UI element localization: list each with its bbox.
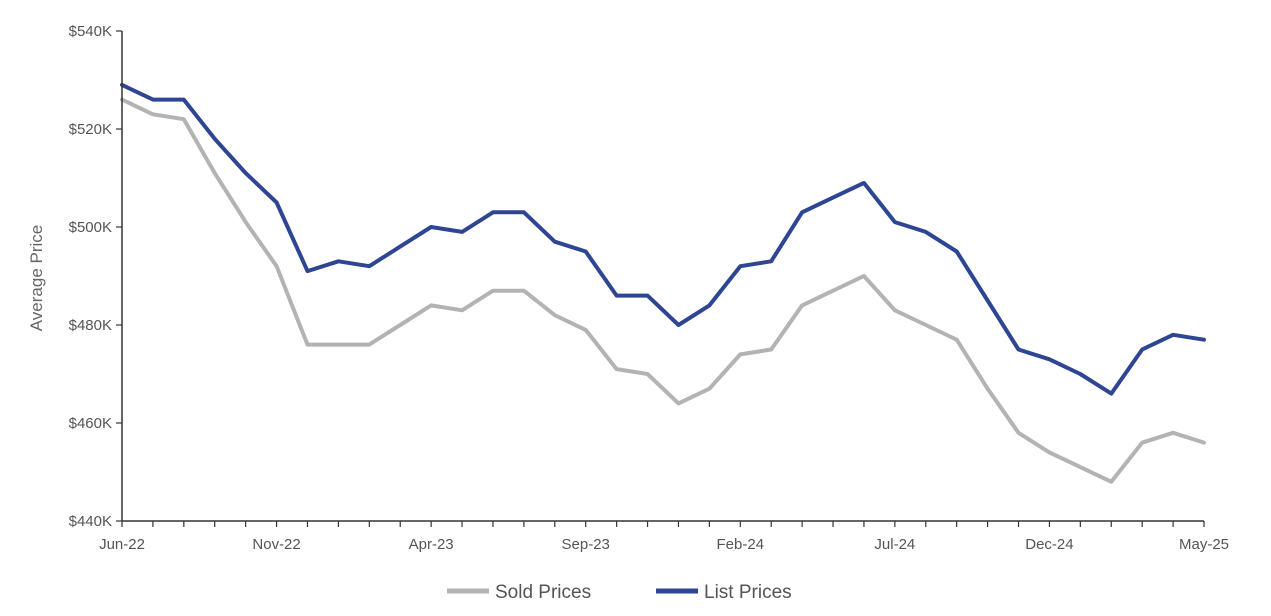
y-tick-label: $440K [69, 513, 112, 530]
series-line-sold-prices [120, 97, 1206, 484]
y-axis-title: Average Price [27, 225, 46, 331]
legend: Sold Prices List Prices [447, 582, 792, 603]
legend-item-sold-prices: Sold Prices [447, 582, 591, 603]
legend-label: List Prices [704, 582, 792, 603]
x-tick-label: Dec-24 [1025, 536, 1073, 553]
y-tick-label: $460K [69, 415, 112, 432]
series-line-list-prices [120, 82, 1206, 396]
x-tick-label: Apr-23 [409, 536, 454, 553]
x-tick-label: Feb-24 [717, 536, 765, 553]
legend-label: Sold Prices [495, 582, 591, 603]
axes-layer: $440K $460K $480K $500K $520K $540K Jun-22 Nov-… [69, 23, 1229, 553]
y-tick-label: $520K [69, 121, 112, 138]
legend-item-list-prices: List Prices [656, 582, 792, 603]
x-tick-label: Sep-23 [562, 536, 610, 553]
y-tick-label: $500K [69, 219, 112, 236]
y-tick-label: $540K [69, 23, 112, 40]
x-tick-label: May-25 [1179, 536, 1229, 553]
y-tick-label: $480K [69, 317, 112, 334]
x-tick-label: Nov-22 [252, 536, 300, 553]
series-layer [120, 82, 1206, 484]
x-tick-label: Jul-24 [874, 536, 915, 553]
x-tick-label: Jun-22 [99, 536, 145, 553]
